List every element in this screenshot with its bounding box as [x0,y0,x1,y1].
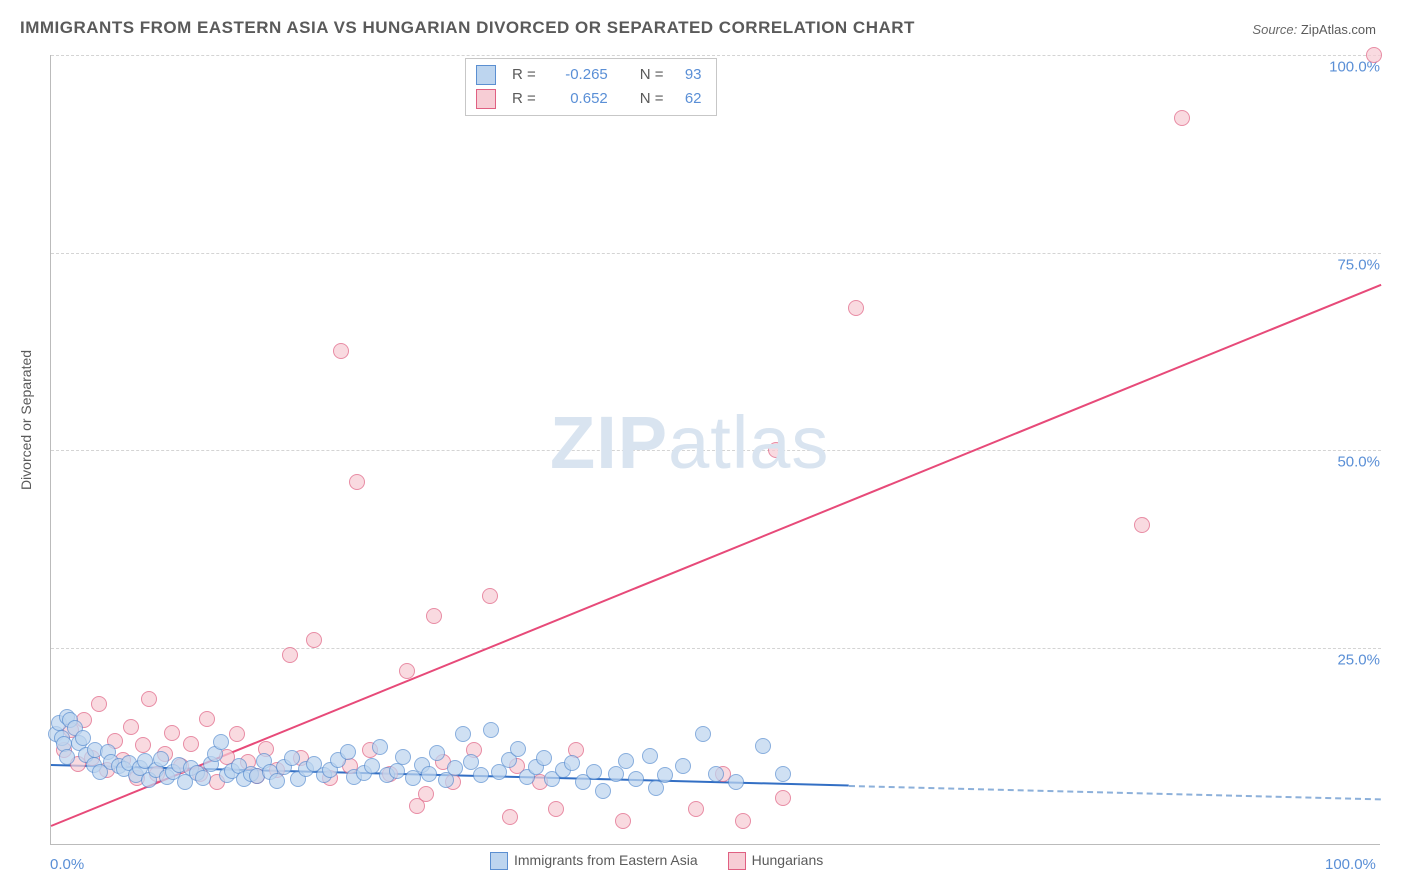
data-point [429,745,445,761]
chart-area: 25.0%50.0%75.0%100.0% [50,55,1380,845]
data-point [483,722,499,738]
data-point [586,764,602,780]
data-point [482,588,498,604]
grid-line [51,450,1381,451]
data-point [618,753,634,769]
grid-line [51,55,1381,56]
source-value: ZipAtlas.com [1301,22,1376,37]
data-point [418,786,434,802]
legend-swatch [728,852,746,870]
data-point [848,300,864,316]
x-tick-label: 100.0% [1325,856,1376,873]
legend-item: Immigrants from Eastern Asia [490,852,698,870]
regression-line [849,785,1381,800]
data-point [447,760,463,776]
source-credit: Source: ZipAtlas.com [1252,22,1376,37]
bottom-legend: Immigrants from Eastern Asia Hungarians [490,852,823,870]
data-point [349,474,365,490]
data-point [473,767,489,783]
data-point [595,783,611,799]
stats-r-value: -0.265 [546,63,608,87]
grid-line [51,253,1381,254]
data-point [333,343,349,359]
x-tick-label: 0.0% [50,856,84,873]
data-point [628,771,644,787]
data-point [426,608,442,624]
chart-title: IMMIGRANTS FROM EASTERN ASIA VS HUNGARIA… [20,18,915,38]
legend-label: Hungarians [752,852,824,868]
y-tick-label: 75.0% [1333,256,1380,273]
stats-r-label: R = [512,87,536,111]
data-point [695,726,711,742]
data-point [775,766,791,782]
stats-n-value: 62 [674,87,702,111]
data-point [455,726,471,742]
stats-legend-row: R = -0.265 N = 93 [476,63,702,87]
data-point [364,758,380,774]
regression-line [51,284,1382,827]
data-point [688,801,704,817]
data-point [229,726,245,742]
data-point [372,739,388,755]
data-point [657,767,673,783]
legend-label: Immigrants from Eastern Asia [514,852,698,868]
data-point [395,749,411,765]
legend-swatch [490,852,508,870]
data-point [269,773,285,789]
data-point [164,725,180,741]
data-point [75,730,91,746]
data-point [1366,47,1382,63]
data-point [340,744,356,760]
data-point [59,749,75,765]
data-point [735,813,751,829]
stats-legend-row: R = 0.652 N = 62 [476,87,702,111]
stats-r-label: R = [512,63,536,87]
data-point [199,711,215,727]
data-point [153,751,169,767]
data-point [141,691,157,707]
source-label: Source: [1252,22,1297,37]
data-point [548,801,564,817]
data-point [755,738,771,754]
legend-swatch [476,65,496,85]
data-point [399,663,415,679]
stats-n-label: N = [640,87,664,111]
legend-swatch [476,89,496,109]
data-point [389,763,405,779]
data-point [282,647,298,663]
legend-item: Hungarians [728,852,824,870]
stats-n-label: N = [640,63,664,87]
data-point [91,696,107,712]
stats-n-value: 93 [674,63,702,87]
data-point [213,734,229,750]
data-point [1174,110,1190,126]
data-point [183,736,199,752]
data-point [536,750,552,766]
data-point [615,813,631,829]
y-tick-label: 25.0% [1333,651,1380,668]
y-tick-label: 50.0% [1333,454,1380,471]
data-point [123,719,139,735]
data-point [675,758,691,774]
grid-line [51,648,1381,649]
data-point [284,750,300,766]
data-point [708,766,724,782]
data-point [648,780,664,796]
data-point [642,748,658,764]
data-point [135,737,151,753]
data-point [564,755,580,771]
stats-r-value: 0.652 [546,87,608,111]
data-point [768,442,784,458]
data-point [510,741,526,757]
plot-region: 25.0%50.0%75.0%100.0% [50,55,1380,845]
data-point [775,790,791,806]
data-point [502,809,518,825]
data-point [421,766,437,782]
data-point [1134,517,1150,533]
data-point [306,632,322,648]
y-axis-label: Divorced or Separated [18,350,34,490]
data-point [728,774,744,790]
stats-legend-box: R = -0.265 N = 93 R = 0.652 N = 62 [465,58,717,116]
